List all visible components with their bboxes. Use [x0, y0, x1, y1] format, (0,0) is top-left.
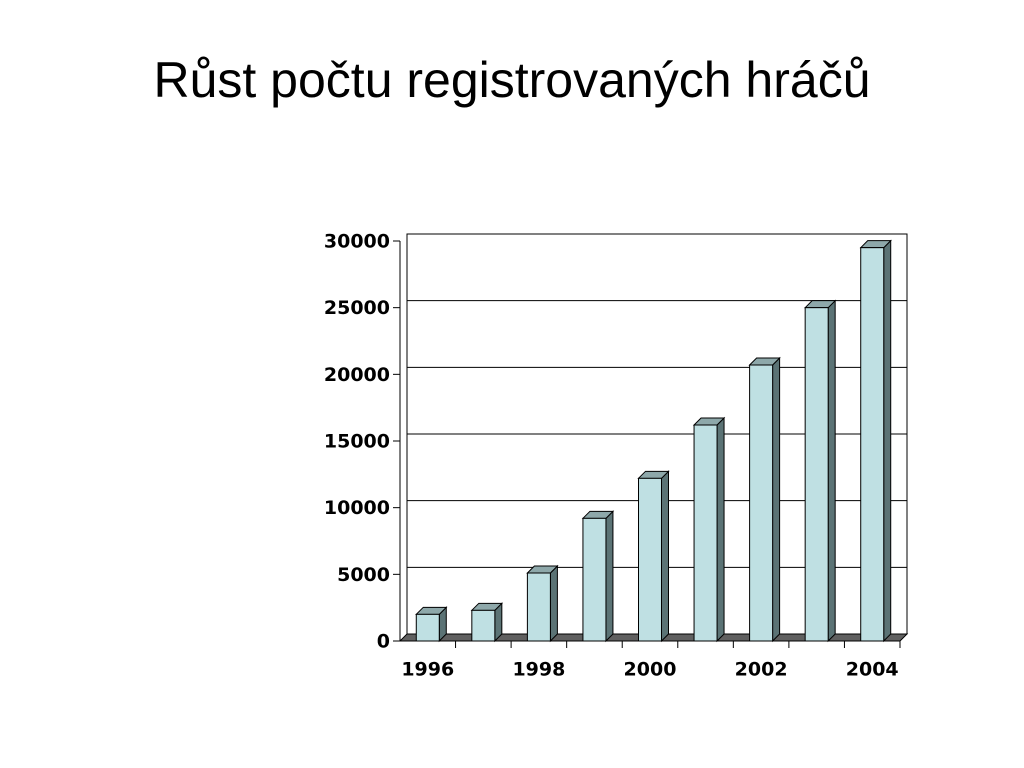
bar-side [549, 564, 558, 643]
y-tick-label: 25000 [324, 297, 390, 319]
y-tick-label: 20000 [324, 364, 390, 386]
bar [749, 364, 774, 642]
bar-side [605, 510, 614, 643]
bar [471, 609, 496, 642]
bar-side [772, 356, 781, 643]
y-tick-label: 15000 [324, 431, 390, 453]
y-tick-label: 5000 [337, 564, 390, 586]
bar [693, 424, 718, 642]
x-tick-label: 2000 [624, 659, 677, 681]
y-tick-label: 0 [377, 631, 390, 653]
x-tick-label: 1996 [401, 659, 454, 681]
y-tick-label: 10000 [324, 497, 390, 519]
bar [415, 613, 440, 642]
bar [582, 517, 607, 642]
bar [804, 307, 829, 642]
chart-title: Růst počtu registrovaných hráčů [153, 52, 870, 108]
y-tick-label: 30000 [324, 231, 390, 253]
x-tick-label: 1998 [512, 659, 565, 681]
bar-side [883, 239, 892, 643]
bar [526, 572, 551, 642]
x-tick-label: 2002 [735, 659, 788, 681]
bar-side [661, 470, 669, 643]
bar-side [827, 299, 836, 643]
bar [860, 247, 885, 642]
bar-side [716, 416, 725, 643]
bar [638, 477, 662, 642]
x-tick-label: 2004 [846, 659, 899, 681]
